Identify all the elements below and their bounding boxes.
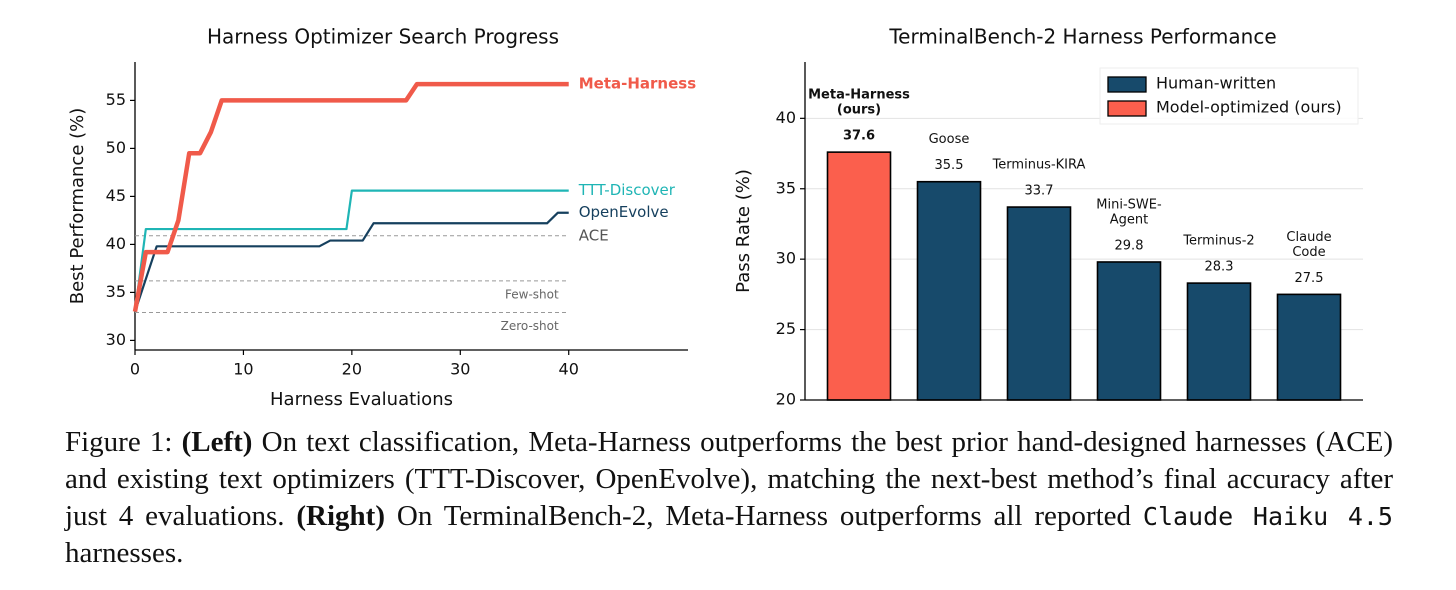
category-label: Terminus-KIRA <box>992 158 1086 173</box>
series-line <box>132 81 569 313</box>
reference-label: Few-shot <box>505 287 559 301</box>
series-line <box>133 211 569 312</box>
value-label: 33.7 <box>1025 184 1054 199</box>
y-axis-label: Pass Rate (%) <box>733 169 754 293</box>
legend-label: Human-written <box>1156 74 1276 93</box>
caption-normal: harnesses. <box>65 537 184 569</box>
series-label: TTT-Discover <box>578 181 676 199</box>
caption-normal: Figure 1: <box>65 426 182 458</box>
x-axis-label: Harness Evaluations <box>270 389 453 410</box>
caption: Figure 1: (Left) On text classification,… <box>65 424 1393 572</box>
bar <box>1096 261 1162 401</box>
y-tick-label: 40 <box>106 234 126 253</box>
caption-normal: On TerminalBench-2, Meta-Harness outperf… <box>385 500 1143 532</box>
y-tick-label: 35 <box>776 178 796 197</box>
category-label: Mini-SWE- <box>1096 197 1162 212</box>
x-tick-label: 40 <box>559 360 579 379</box>
x-tick-label: 10 <box>233 360 253 379</box>
x-tick-label: 20 <box>342 360 362 379</box>
bar <box>1276 293 1342 401</box>
figure: Harness Optimizer Search Progress 30 35 40 4… <box>67 25 1363 410</box>
x-tick-label: 0 <box>130 360 140 379</box>
series-label: OpenEvolve <box>579 203 669 221</box>
series-line <box>133 189 569 312</box>
legend-swatch <box>1107 100 1147 117</box>
value-label: 28.3 <box>1205 260 1234 275</box>
caption-normal: On text classification, Meta-Harness out… <box>65 426 1393 532</box>
y-tick-label: 50 <box>106 138 126 157</box>
y-tick-label: 30 <box>776 249 796 268</box>
legend-label: Model-optimized (ours) <box>1156 98 1342 117</box>
legend-swatch <box>1107 76 1147 93</box>
category-label: Code <box>1292 245 1325 260</box>
value-label: 29.8 <box>1115 238 1144 253</box>
value-label: 27.5 <box>1295 271 1324 286</box>
reference-label: Zero-shot <box>501 319 559 333</box>
caption-mono: Claude Haiku 4.5 <box>1142 502 1393 531</box>
chart-title: TerminalBench-2 Harness Performance <box>888 25 1276 49</box>
category-label: Terminus-2 <box>1182 234 1254 249</box>
category-label: Meta-Harness <box>808 88 910 103</box>
category-label: (ours) <box>837 103 881 118</box>
bar <box>1006 206 1072 401</box>
y-tick-label: 35 <box>106 282 126 301</box>
caption-bold: (Left) <box>181 426 253 458</box>
y-tick-label: 25 <box>776 319 796 338</box>
legend: Human-written Model-optimized (ours) <box>1099 67 1359 125</box>
y-tick-label: 30 <box>106 330 126 349</box>
category-label: Goose <box>929 132 970 147</box>
caption-bold: (Right) <box>296 500 385 532</box>
value-label: 37.6 <box>843 129 875 144</box>
series-label: Meta-Harness <box>579 75 696 93</box>
category-label: Agent <box>1110 212 1148 227</box>
bar <box>916 180 982 401</box>
y-axis-label: Best Performance (%) <box>67 108 88 305</box>
y-tick-label: 55 <box>106 90 126 109</box>
value-label: 35.5 <box>935 158 964 173</box>
chart-title: Harness Optimizer Search Progress <box>207 25 559 49</box>
bar <box>826 151 892 401</box>
y-tick-label: 40 <box>776 108 796 127</box>
category-label: Claude <box>1286 230 1331 245</box>
bar <box>1186 282 1252 401</box>
y-tick-label: 45 <box>106 186 126 205</box>
reference-label: ACE <box>579 226 609 244</box>
y-tick-label: 20 <box>776 390 796 409</box>
x-tick-label: 30 <box>450 360 470 379</box>
